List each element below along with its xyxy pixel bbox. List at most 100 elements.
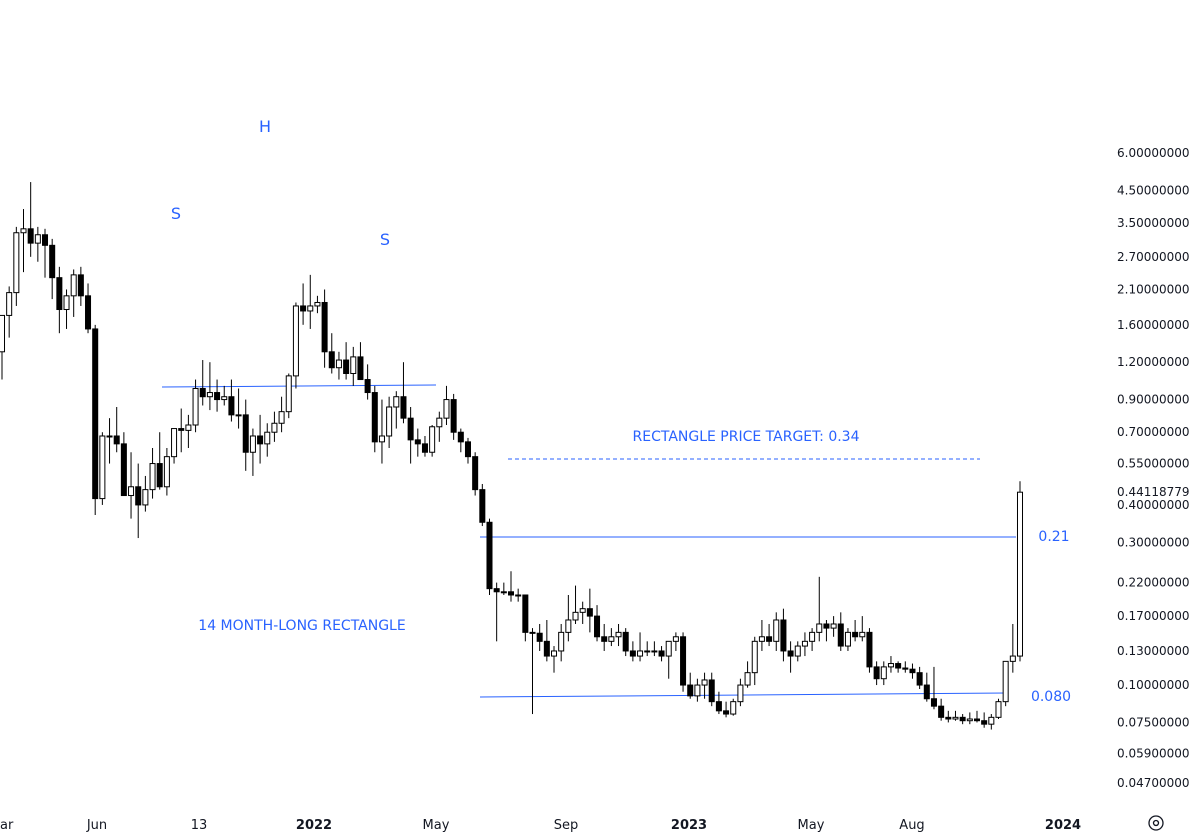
candle-body	[629, 650, 636, 657]
candle-body	[730, 701, 737, 715]
candle	[178, 408, 185, 453]
candle	[27, 182, 34, 257]
candle-body	[257, 435, 264, 445]
candle	[34, 226, 41, 262]
candle	[866, 628, 873, 673]
candle	[285, 373, 292, 419]
candle-body	[543, 640, 550, 657]
price-axis[interactable]: 6.00000000 4.50000000 3.50000000 2.70000000…	[1117, 146, 1190, 790]
candle	[414, 428, 421, 457]
candle-body	[163, 456, 170, 488]
candle	[472, 452, 479, 496]
candle	[335, 351, 342, 380]
candle-body	[493, 588, 500, 593]
candle	[314, 295, 321, 314]
y-tick-label: 0.40000000	[1117, 498, 1190, 512]
right-shoulder-label: S	[380, 230, 390, 249]
candle	[128, 452, 135, 519]
candle-body	[178, 428, 185, 431]
settings-icon[interactable]	[1148, 815, 1164, 831]
candle	[371, 385, 378, 453]
candle	[120, 432, 127, 497]
candle	[988, 714, 995, 730]
candle-body	[880, 666, 887, 680]
y-tick-label: 4.50000000	[1117, 183, 1190, 197]
candle	[687, 672, 694, 699]
candle	[149, 447, 156, 499]
candle	[271, 411, 278, 442]
candle-body	[594, 615, 601, 638]
candle	[823, 619, 830, 642]
candle	[794, 641, 801, 662]
candle	[680, 632, 687, 692]
candle-body	[106, 435, 113, 438]
candle-body	[386, 406, 393, 437]
candle-body	[99, 435, 106, 500]
candle-body	[837, 623, 844, 647]
candle	[1002, 660, 1009, 707]
candle-body	[85, 295, 92, 330]
candle	[307, 274, 314, 329]
candle-body	[357, 356, 364, 381]
candle-body	[945, 716, 952, 720]
candle	[156, 432, 163, 490]
candle-body	[429, 426, 436, 453]
candle	[278, 396, 285, 433]
candle-body	[608, 636, 615, 642]
upper-level-label: 0.21	[1038, 529, 1069, 545]
candle	[644, 641, 651, 657]
candle-body	[6, 292, 13, 316]
candle-body	[507, 591, 515, 596]
candle-body	[773, 619, 780, 642]
candle-body	[450, 399, 457, 433]
x-tick-label: Aug	[899, 818, 924, 833]
candle-body	[407, 417, 414, 441]
candle-body	[923, 684, 930, 700]
candle-body	[393, 396, 400, 408]
candle-body	[794, 645, 801, 657]
candle	[106, 418, 113, 464]
candle	[436, 411, 443, 442]
candle	[357, 342, 364, 381]
candle-body	[723, 710, 730, 715]
x-tick-label: 2023	[671, 818, 707, 833]
candle-body	[787, 650, 794, 657]
candle-body	[715, 701, 722, 712]
candle	[902, 661, 909, 673]
y-tick-label: 3.50000000	[1117, 216, 1190, 230]
candle-body	[780, 619, 787, 652]
y-tick-label: 0.17000000	[1117, 609, 1190, 623]
x-tick-label: Sep	[554, 818, 579, 833]
candle-body	[264, 431, 271, 445]
candle	[479, 483, 486, 527]
candle-body	[801, 640, 808, 647]
candle	[20, 209, 27, 273]
y-tick-label: 1.20000000	[1117, 355, 1190, 369]
y-tick-label: 2.70000000	[1117, 250, 1190, 264]
candle	[85, 283, 92, 334]
candle-body	[637, 650, 644, 657]
candle-body	[171, 428, 178, 458]
time-axis[interactable]: ar Jun 13 2022 May Sep 2023 May Aug 2024	[0, 818, 1081, 833]
candle	[723, 701, 730, 718]
candle-body	[371, 392, 378, 443]
candle	[350, 346, 357, 386]
candle	[708, 672, 715, 707]
candle-body	[192, 388, 199, 426]
candle	[787, 641, 794, 673]
candle-body	[464, 441, 471, 458]
candle	[228, 379, 235, 422]
candle-body	[500, 591, 507, 594]
candle-body	[278, 411, 285, 424]
candle-body	[766, 636, 773, 642]
candle	[185, 414, 192, 448]
candle-body	[529, 631, 536, 634]
candle	[730, 698, 737, 716]
candle-body	[335, 359, 342, 369]
candle	[844, 628, 851, 651]
candle	[429, 425, 436, 457]
candle-body	[350, 356, 357, 374]
left-shoulder-label: S	[171, 204, 181, 223]
candle-body	[809, 631, 816, 642]
candle	[63, 289, 70, 329]
